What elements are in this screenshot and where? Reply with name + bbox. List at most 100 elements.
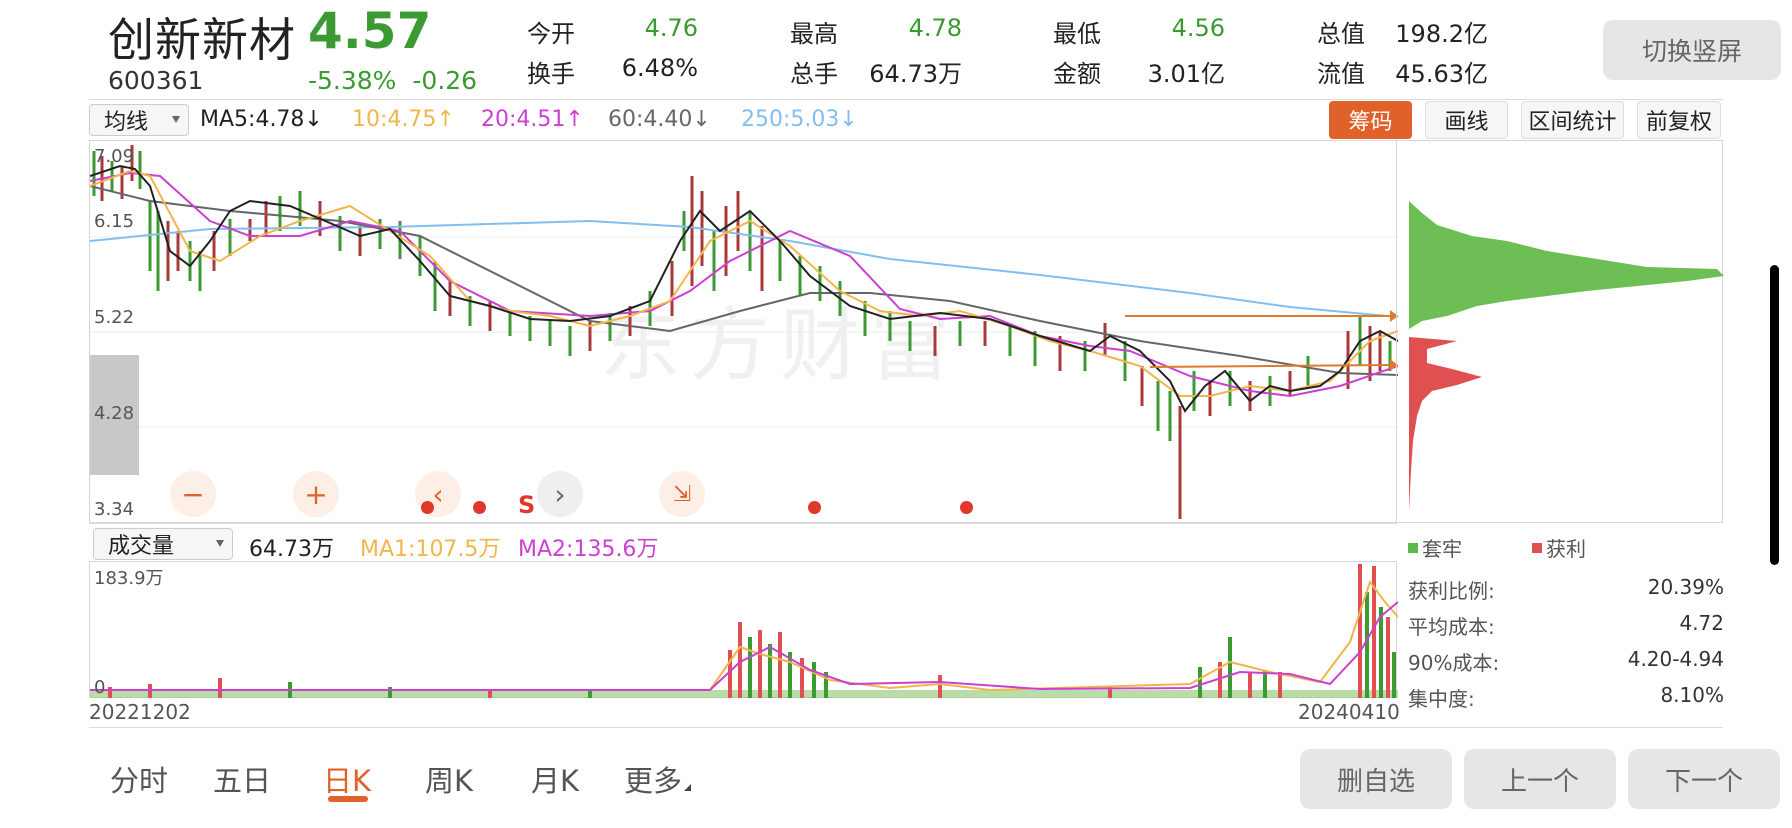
tab-monthly-k[interactable]: 月K: [531, 764, 580, 798]
price-axis-min: 3.34: [94, 499, 135, 520]
chip-row-90-cost: 90%成本: 4.20-4.94: [1408, 647, 1724, 676]
tab-more-label: 更多: [624, 764, 683, 798]
indicator-select[interactable]: 均线: [89, 104, 189, 136]
signal-dot: [808, 501, 821, 514]
price-change: -5.38% -0.26: [308, 66, 477, 95]
remove-watchlist-button[interactable]: 删自选: [1300, 749, 1452, 809]
chip-svg: [1409, 201, 1724, 511]
tab-daily-k[interactable]: 日K: [323, 764, 372, 798]
chip-value: 4.72: [1679, 611, 1724, 635]
volume-select-label: 成交量: [108, 534, 175, 559]
stat-value-turnover: 6.48%: [621, 54, 698, 82]
tab-weekly-k[interactable]: 周K: [425, 764, 474, 798]
volume-indicator-select[interactable]: 成交量: [93, 528, 233, 560]
red-square-icon: [1532, 542, 1542, 553]
stock-code: 600361: [108, 66, 204, 95]
volume-svg: [90, 564, 1398, 698]
stat-label-market-cap: 总值: [1317, 20, 1365, 48]
ma20-value: 20:4.51↑: [481, 107, 584, 132]
minus-icon: −: [181, 477, 205, 511]
price-axis-4: 4.28: [94, 403, 135, 424]
divider: [89, 523, 1397, 524]
ma60-value: 60:4.40↓: [608, 107, 711, 132]
left-edge-handle[interactable]: [90, 355, 139, 475]
chevron-right-icon: ›: [554, 477, 566, 511]
chip-value: 20.39%: [1647, 575, 1724, 599]
stat-label-amount: 金额: [1053, 60, 1101, 88]
ma10-value: 10:4.75↑: [352, 107, 455, 132]
draw-line-button[interactable]: 画线: [1425, 101, 1508, 139]
adjust-button[interactable]: 前复权: [1637, 101, 1721, 139]
volume-chart[interactable]: 183.9万 0: [89, 561, 1398, 698]
chevron-left-icon: ‹: [432, 477, 444, 511]
stat-value-amount: 3.01亿: [1147, 60, 1225, 88]
date-start: 20221202: [89, 700, 191, 724]
chip-distribution-chart: [1396, 140, 1724, 523]
signal-dot: [960, 501, 973, 514]
chip-value: 4.20-4.94: [1627, 647, 1724, 671]
stat-value-high: 4.78: [908, 14, 962, 42]
stat-value-float-cap: 45.63亿: [1395, 60, 1488, 88]
watermark: 东方财富: [600, 299, 960, 392]
legend-profit-label: 获利: [1546, 537, 1586, 561]
volume-value: 64.73万: [249, 537, 334, 562]
chip-label: 90%成本:: [1408, 651, 1500, 675]
signal-s-marker: S: [518, 491, 536, 519]
volume-ma1: MA1:107.5万: [360, 537, 501, 562]
price-axis-max: 7.09: [94, 146, 135, 167]
green-square-icon: [1408, 542, 1418, 553]
stat-label-open: 今开: [527, 20, 575, 48]
change-percent: -5.38%: [308, 66, 397, 95]
chip-row-profit-ratio: 获利比例: 20.39%: [1408, 575, 1724, 604]
tab-more[interactable]: 更多: [624, 758, 692, 800]
plus-icon: +: [304, 477, 328, 511]
dropdown-triangle-icon: [172, 116, 180, 123]
dropdown-corner-icon: [684, 784, 692, 791]
next-stock-button[interactable]: 下一个: [1628, 749, 1780, 809]
legend-trapped: 套牢: [1408, 533, 1462, 562]
footer-divider: [89, 727, 1723, 728]
chips-button[interactable]: 筹码: [1329, 101, 1412, 139]
chip-label: 集中度:: [1408, 687, 1475, 711]
price-axis-3: 5.22: [94, 307, 135, 328]
stat-value-open: 4.76: [644, 14, 698, 42]
stat-value-low: 4.56: [1171, 14, 1225, 42]
header-divider: [89, 99, 1723, 100]
signal-dot: [421, 501, 434, 514]
range-stats-button[interactable]: 区间统计: [1521, 101, 1624, 139]
previous-stock-button[interactable]: 上一个: [1464, 749, 1616, 809]
volume-ma2: MA2:135.6万: [518, 537, 659, 562]
switch-portrait-button[interactable]: 切换竖屏: [1603, 20, 1781, 80]
scrollbar[interactable]: [1770, 265, 1779, 565]
ma5-value: MA5:4.78↓: [200, 107, 323, 132]
tab-five-day[interactable]: 五日: [213, 764, 272, 798]
chip-row-concentration: 集中度: 8.10%: [1408, 683, 1724, 712]
kline-chart[interactable]: 东方财富: [89, 140, 1398, 523]
stat-value-market-cap: 198.2亿: [1395, 20, 1488, 48]
change-amount: -0.26: [412, 66, 478, 95]
legend-profit: 获利: [1532, 533, 1586, 562]
scroll-right-button[interactable]: ›: [537, 471, 583, 517]
ma250-value: 250:5.03↓: [741, 107, 858, 132]
chip-label: 平均成本:: [1408, 615, 1495, 639]
chip-label: 获利比例:: [1408, 579, 1495, 603]
chip-row-average-cost: 平均成本: 4.72: [1408, 611, 1724, 640]
signal-dot: [473, 501, 486, 514]
active-tab-indicator: [328, 796, 368, 802]
kline-svg: [90, 145, 1398, 519]
zoom-in-button[interactable]: +: [293, 471, 339, 517]
stat-label-volume: 总手: [790, 60, 838, 88]
price-axis-2: 6.15: [94, 211, 135, 232]
tab-intraday[interactable]: 分时: [110, 764, 169, 798]
collapse-arrows-icon: ⇲: [672, 481, 692, 507]
dropdown-triangle-icon: [216, 540, 224, 547]
chip-value: 8.10%: [1660, 683, 1724, 707]
collapse-button[interactable]: ⇲: [659, 471, 705, 517]
volume-axis-zero: 0: [94, 677, 106, 698]
volume-axis-max: 183.9万: [94, 568, 164, 589]
stat-label-turnover: 换手: [527, 60, 575, 88]
date-end: 20240410: [1298, 700, 1400, 724]
zoom-out-button[interactable]: −: [170, 471, 216, 517]
current-price: 4.57: [308, 2, 432, 60]
legend-trapped-label: 套牢: [1422, 537, 1462, 561]
